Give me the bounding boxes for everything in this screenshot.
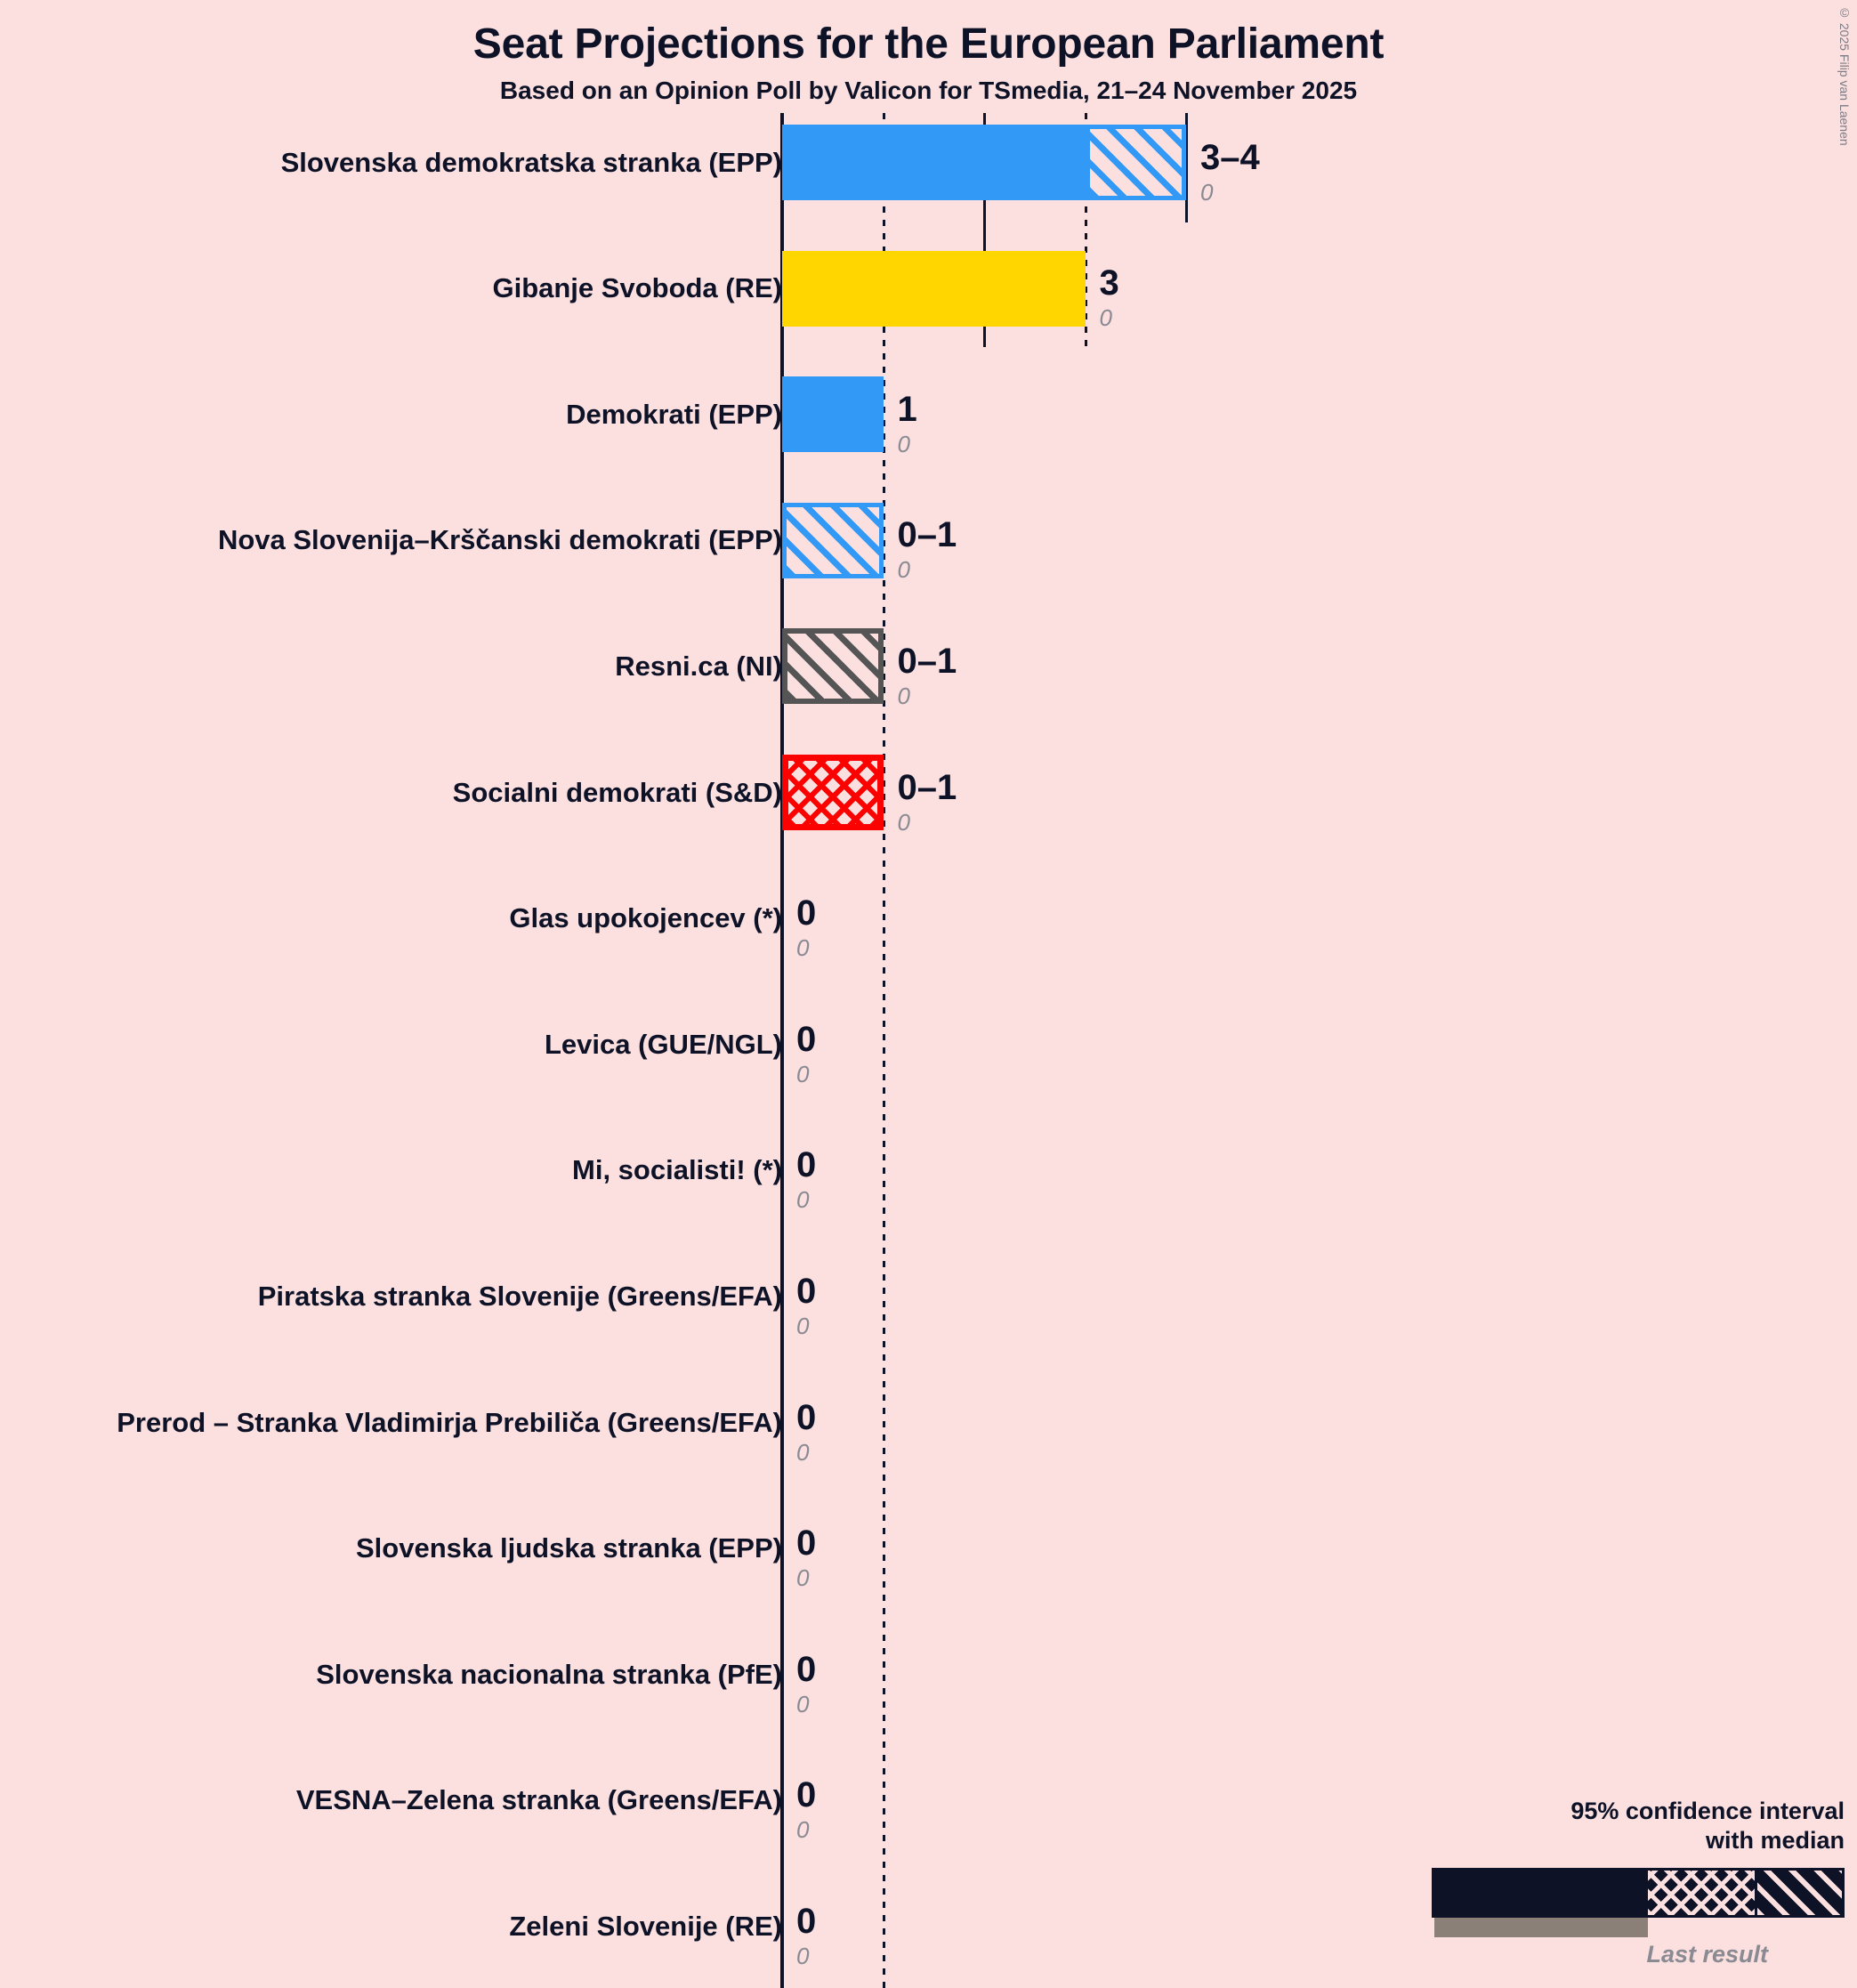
party-label: Slovenska ljudska stranka (EPP) <box>356 1532 782 1564</box>
seat-range-label: 0 <box>796 1775 817 1815</box>
gridline-4 <box>1185 113 1188 222</box>
legend-last-result-swatch <box>1434 1918 1648 1937</box>
gridline-3 <box>1084 113 1087 347</box>
chart-legend: 95% confidence interval with median Last… <box>1382 1797 1845 1968</box>
bar-confidence-hatch <box>782 628 884 705</box>
seat-range-label: 0 <box>796 893 817 933</box>
party-label: Zeleni Slovenije (RE) <box>509 1910 782 1942</box>
party-label: Mi, socialisti! (*) <box>572 1154 782 1186</box>
legend-last-result-label: Last result <box>1646 1941 1768 1968</box>
last-result-label: 0 <box>1200 178 1214 206</box>
seat-range-label: 0–1 <box>897 641 957 681</box>
party-label: Levica (GUE/NGL) <box>545 1028 782 1060</box>
last-result-label: 0 <box>1099 304 1112 332</box>
party-label: Prerod – Stranka Vladimirja Prebiliča (G… <box>117 1406 782 1438</box>
legend-median-swatch <box>1434 1871 1648 1915</box>
last-result-label: 0 <box>796 1312 810 1339</box>
seat-range-label: 0 <box>796 1523 817 1564</box>
last-result-label: 0 <box>796 1564 810 1592</box>
last-result-label: 0 <box>897 808 910 836</box>
last-result-label: 0 <box>796 1690 810 1717</box>
last-result-label: 0 <box>796 1186 810 1214</box>
last-result-label: 0 <box>796 1438 810 1466</box>
bar-solid <box>782 376 884 453</box>
last-result-label: 0 <box>796 1942 810 1969</box>
bar-confidence-crosshatch <box>782 755 884 830</box>
seat-range-label: 0 <box>796 1649 817 1689</box>
party-label: Slovenska nacionalna stranka (PfE) <box>316 1658 782 1690</box>
seat-range-label: 0 <box>796 1397 817 1437</box>
party-label: Gibanje Svoboda (RE) <box>492 272 782 304</box>
legend-crosshatch-swatch <box>1648 1871 1755 1915</box>
last-result-label: 0 <box>897 430 910 457</box>
gridline-2 <box>983 113 986 347</box>
last-result-label: 0 <box>796 1816 810 1844</box>
party-label: VESNA–Zelena stranka (Greens/EFA) <box>295 1784 782 1816</box>
seat-range-label: 0–1 <box>897 515 957 555</box>
legend-line-2: with median <box>1705 1827 1845 1855</box>
page-subtitle: Based on an Opinion Poll by Valicon for … <box>499 77 1358 104</box>
party-label: Nova Slovenija–Krščanski demokrati (EPP) <box>217 524 782 556</box>
seat-range-label: 0–1 <box>897 767 957 807</box>
seat-range-label: 3 <box>1099 263 1119 303</box>
party-label: Resni.ca (NI) <box>615 650 782 682</box>
gridline-1 <box>882 113 885 1988</box>
bar-confidence-hatch <box>1085 125 1186 200</box>
value-group: 0–1 0 <box>898 770 957 834</box>
seat-range-label: 1 <box>897 389 917 429</box>
last-result-label: 0 <box>897 556 910 584</box>
last-result-label: 0 <box>897 682 910 709</box>
page-title: Seat Projections for the European Parlia… <box>472 20 1385 68</box>
value-group: 0–1 0 <box>898 643 957 707</box>
party-label: Demokrati (EPP) <box>566 398 782 430</box>
seat-range-label: 0 <box>796 1271 817 1311</box>
value-group: 0–1 0 <box>898 517 957 581</box>
bar-solid <box>782 250 1086 327</box>
seat-range-label: 0 <box>796 1901 817 1941</box>
party-label: Piratska stranka Slovenije (Greens/EFA) <box>257 1280 782 1312</box>
party-label: Socialni demokrati (S&D) <box>452 776 782 808</box>
last-result-label: 0 <box>796 934 810 962</box>
seat-range-label: 0 <box>796 1145 817 1185</box>
legend-hatch-swatch <box>1755 1871 1842 1915</box>
bar-solid <box>782 125 1086 200</box>
y-axis-line <box>780 113 784 1988</box>
seat-range-label: 3–4 <box>1200 137 1260 177</box>
value-group: 3–4 0 <box>1200 140 1260 204</box>
seat-range-label: 0 <box>796 1019 817 1059</box>
legend-swatch <box>1432 1868 1845 1918</box>
party-label: Slovenska demokratska stranka (EPP) <box>280 146 782 178</box>
bar-confidence-hatch <box>782 502 884 578</box>
last-result-label: 0 <box>796 1060 810 1087</box>
copyright-notice: © 2025 Filip van Laenen <box>1837 5 1852 146</box>
legend-line-1: 95% confidence interval <box>1570 1798 1845 1825</box>
party-label: Glas upokojencev (*) <box>509 902 782 934</box>
